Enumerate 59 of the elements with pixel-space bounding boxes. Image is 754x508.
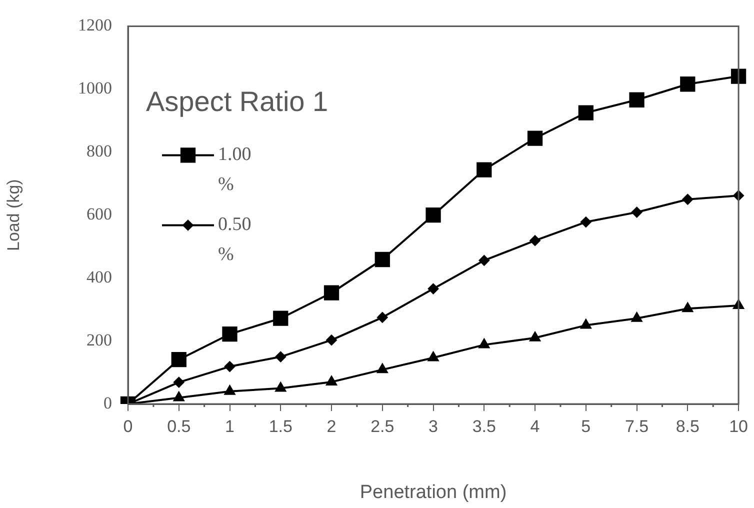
x-tick-label: 1 bbox=[225, 416, 234, 436]
point bbox=[478, 254, 490, 266]
point bbox=[580, 318, 592, 329]
point bbox=[529, 331, 541, 342]
point bbox=[376, 363, 388, 374]
y-tick-label: 1200 bbox=[78, 16, 112, 35]
point bbox=[374, 252, 390, 268]
point bbox=[173, 391, 185, 402]
y-tick-label: 800 bbox=[86, 142, 112, 161]
x-tick-label: 0.5 bbox=[167, 416, 191, 436]
point bbox=[631, 312, 642, 322]
y-tick-label: 400 bbox=[86, 268, 112, 287]
x-tick-label: 10 bbox=[729, 416, 748, 436]
point bbox=[629, 92, 644, 108]
x-tick-label: 4 bbox=[530, 416, 540, 436]
y-tick-label: 0 bbox=[104, 393, 112, 412]
legend-label: 1.00 % bbox=[218, 144, 252, 196]
x-tick-label: 8.5 bbox=[676, 416, 700, 436]
x-tick-label: 2.5 bbox=[370, 416, 394, 436]
annotation: Aspect Ratio 1 bbox=[146, 86, 328, 118]
point bbox=[428, 351, 439, 362]
x-tick-label: 7.5 bbox=[624, 416, 649, 436]
point bbox=[580, 216, 592, 228]
y-axis-title: Load (kg) bbox=[4, 179, 23, 252]
point bbox=[478, 338, 490, 348]
point bbox=[428, 283, 439, 294]
point bbox=[275, 351, 286, 362]
point bbox=[224, 361, 236, 372]
x-tick-label: 5 bbox=[581, 416, 591, 436]
point bbox=[171, 352, 186, 368]
point bbox=[530, 235, 541, 246]
x-tick-label: 2 bbox=[326, 416, 336, 436]
point bbox=[631, 206, 642, 218]
point bbox=[173, 376, 184, 388]
legend-label: 0.50 % bbox=[218, 214, 252, 266]
point bbox=[274, 382, 286, 392]
point bbox=[224, 384, 236, 395]
point bbox=[680, 76, 696, 92]
x-tick-label: 0 bbox=[123, 416, 133, 436]
y-tick-label: 200 bbox=[86, 330, 112, 350]
y-tick-label: 1000 bbox=[78, 78, 112, 98]
point bbox=[730, 68, 746, 84]
point bbox=[326, 334, 338, 346]
x-tick-label: 3 bbox=[428, 416, 438, 436]
point bbox=[527, 130, 543, 146]
x-tick-label: 1.5 bbox=[268, 416, 292, 436]
point bbox=[682, 194, 694, 205]
point bbox=[326, 375, 338, 386]
x-tick-label: 3.5 bbox=[472, 416, 496, 436]
point bbox=[376, 312, 388, 323]
point bbox=[222, 326, 238, 342]
point bbox=[682, 302, 694, 312]
point bbox=[476, 162, 492, 178]
point bbox=[273, 310, 288, 326]
point bbox=[324, 285, 340, 300]
point bbox=[578, 105, 594, 120]
y-tick-label: 600 bbox=[86, 204, 112, 224]
x-axis-title: Penetration (mm) bbox=[360, 482, 507, 503]
point bbox=[426, 208, 441, 223]
